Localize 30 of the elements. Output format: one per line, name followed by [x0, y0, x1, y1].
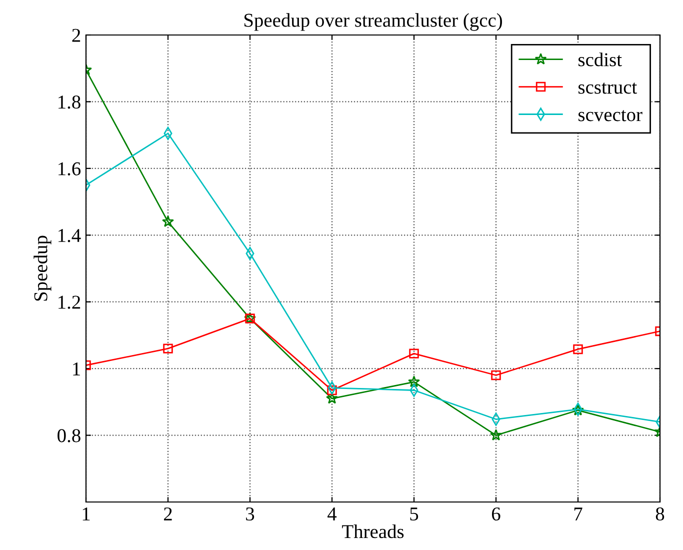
y-tick-label: 2 — [72, 28, 80, 42]
x-tick-label: 4 — [328, 508, 337, 520]
y-tick-label: 1.6 — [58, 162, 81, 176]
y-tick-label: 0.8 — [58, 429, 80, 442]
point — [573, 344, 583, 354]
y-axis-title: Speedup — [34, 236, 52, 301]
point — [491, 370, 501, 380]
legend-label: scdist — [578, 52, 622, 66]
y-tick-label: 1.2 — [58, 296, 80, 309]
y-tick-label: 1 — [73, 362, 80, 376]
x-axis-title: Threads — [342, 524, 404, 538]
x-tick-label: 2 — [164, 507, 172, 520]
x-tick-label: 1 — [82, 508, 90, 520]
legend-label: scvector — [578, 110, 642, 122]
x-tick-label: 8 — [656, 507, 664, 521]
x-tick-label: 6 — [492, 507, 500, 521]
point — [408, 376, 420, 388]
x-tick-label: 3 — [246, 507, 254, 521]
point — [490, 429, 502, 440]
x-tick-label: 7 — [574, 508, 582, 520]
chart-title: Speedup over streamcluster (gcc) — [244, 13, 502, 31]
point — [409, 348, 419, 358]
y-tick-label: 1.4 — [58, 229, 81, 242]
point — [163, 344, 173, 354]
legend-label: scstruct — [578, 82, 637, 94]
x-tick-label: 5 — [410, 508, 418, 521]
point — [326, 392, 338, 404]
point — [327, 385, 337, 396]
point — [162, 216, 174, 227]
y-tick-label: 1.8 — [58, 96, 80, 109]
